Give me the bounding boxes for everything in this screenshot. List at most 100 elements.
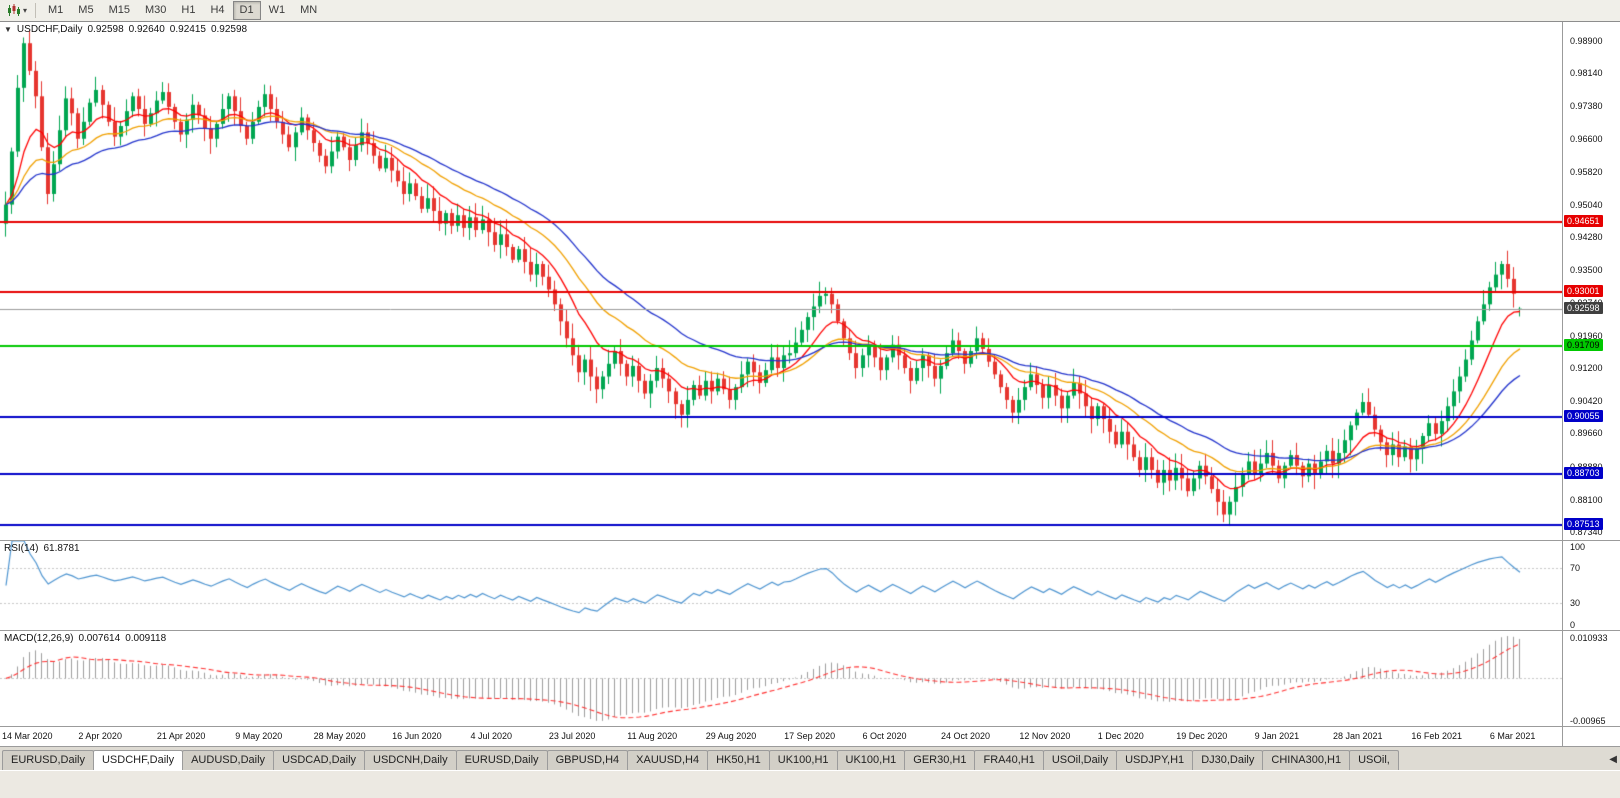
main-price-pane: ▼ USDCHF,Daily 0.92598 0.92640 0.92415 0… [0,22,1562,541]
candlestick-canvas[interactable] [0,22,1562,540]
chart-tab-12-fra40-h1[interactable]: FRA40,H1 [974,750,1044,770]
macd-signal-value: 0.009118 [125,633,167,644]
pane-divider[interactable] [1563,540,1620,541]
time-axis-label: 6 Oct 2020 [862,731,907,741]
timeframe-button-h1[interactable]: H1 [181,4,196,16]
price-level-tag: 0.93001 [1564,284,1603,297]
price-tick-label: 0.94280 [1570,232,1603,243]
macd-tick-label: 0.010933 [1570,633,1608,643]
timeframe-button-w1[interactable]: W1 [268,4,286,16]
chart-tab-17-usoil-[interactable]: USOil, [1349,750,1399,770]
chart-tab-3-usdcad-daily[interactable]: USDCAD,Daily [273,750,366,770]
price-tick-label: 0.91200 [1570,363,1603,374]
time-axis-label: 21 Apr 2020 [156,731,206,741]
macd-indicator-pane: MACD(12,26,9) 0.007614 0.009118 [0,631,1562,727]
toolbar-separator [35,3,37,18]
rsi-tick-label: 30 [1570,598,1581,609]
chart-tab-6-gbpusd-h4[interactable]: GBPUSD,H4 [546,750,629,770]
price-tick-label: 0.95820 [1570,166,1603,177]
pane-divider[interactable] [1563,630,1620,631]
symbol-period-label: USDCHF,Daily [16,24,83,35]
rsi-canvas[interactable] [0,541,1562,630]
price-tick-label: 0.90420 [1570,396,1603,407]
chevron-down-icon: ▾ [23,5,28,15]
time-axis-label: 6 Mar 2021 [1489,731,1536,741]
timeframe-button-d1[interactable]: D1 [232,1,261,20]
price-level-tag: 0.94651 [1564,214,1603,227]
time-axis-label: 24 Oct 2020 [940,731,990,741]
price-level-tag: 0.91709 [1564,339,1603,352]
time-axis-label: 28 May 2020 [313,731,366,741]
timeframe-button-m5[interactable]: M5 [78,4,94,16]
price-tick-label: 0.87340 [1570,526,1603,537]
timeframe-button-m15[interactable]: M15 [108,4,130,16]
price-tick-label: 0.88880 [1570,462,1603,472]
price-axis[interactable]: 0.98900 0.98140 0.97380 0.96600 0.95820 0.950… [1562,22,1620,746]
chart-tab-9-uk100-h1[interactable]: UK100,H1 [768,750,838,770]
timeframe-button-m1[interactable]: M1 [48,4,64,16]
chart-tab-16-china300-h1[interactable]: CHINA300,H1 [1262,750,1351,770]
timeframe-button-m30[interactable]: M30 [144,4,167,16]
time-axis-label: 19 Dec 2020 [1176,731,1228,741]
current-price-tag: 0.92598 [1564,301,1603,314]
chart-tab-8-hk50-h1[interactable]: HK50,H1 [707,750,770,770]
timeframe-button-mn[interactable]: MN [300,4,318,16]
macd-indicator-label: MACD(12,26,9) 0.007614 0.009118 [4,633,166,644]
macd-name: MACD(12,26,9) [4,633,74,644]
chart-tab-14-usdjpy-h1[interactable]: USDJPY,H1 [1116,750,1194,770]
rsi-indicator-pane: RSI(14) 61.8781 [0,541,1562,631]
chart-ohlc-readout: ▼ USDCHF,Daily 0.92598 0.92640 0.92415 0… [4,24,247,35]
time-axis[interactable]: 14 Mar 2020 2 Apr 2020 21 Apr 2020 9 May 20… [0,727,1562,746]
rsi-value: 61.8781 [43,543,80,554]
time-axis-label: 11 Aug 2020 [627,731,678,741]
chart-tab-13-usoil-daily[interactable]: USOil,Daily [1042,750,1118,770]
time-axis-label: 28 Jan 2021 [1333,731,1383,741]
time-axis-label: 14 Mar 2020 [2,731,53,741]
price-tick-label: 0.91960 [1570,330,1603,341]
price-tick-label: 0.88100 [1570,494,1603,505]
pane-divider[interactable] [1563,726,1620,727]
time-axis-label: 9 Jan 2021 [1254,731,1300,741]
high-value: 0.92640 [128,24,165,35]
macd-canvas[interactable] [0,631,1562,726]
macd-tick-label: -0.00965 [1570,716,1606,726]
candlestick-chart-icon [8,4,20,16]
price-tick-label: 0.98900 [1570,36,1603,47]
top-toolbar: ▾ M1 M5 M15 M30 H1 H4 D1 W1 MN [0,0,1620,22]
chart-tab-15-dj30-daily[interactable]: DJ30,Daily [1192,750,1264,770]
chart-tab-10-uk100-h1[interactable]: UK100,H1 [836,750,906,770]
chart-type-button[interactable]: ▾ [4,3,30,18]
price-tick-label: 0.97380 [1570,100,1603,111]
chart-tab-0-eurusd-daily[interactable]: EURUSD,Daily [2,750,94,770]
time-axis-label: 9 May 2020 [235,731,283,741]
status-bar [0,770,1620,798]
chart-window: ▼ USDCHF,Daily 0.92598 0.92640 0.92415 0… [0,22,1620,746]
price-level-tag: 0.90055 [1564,409,1603,422]
time-axis-label: 4 Jul 2020 [470,731,513,741]
plot-column: ▼ USDCHF,Daily 0.92598 0.92640 0.92415 0… [0,22,1562,746]
chart-tab-11-ger30-h1[interactable]: GER30,H1 [904,750,976,770]
chart-tab-1-usdchf-daily[interactable]: USDCHF,Daily [92,750,184,770]
price-level-tag: 0.87513 [1564,517,1603,530]
time-axis-label: 16 Jun 2020 [392,731,442,741]
chart-tab-5-eurusd-daily[interactable]: EURUSD,Daily [455,750,548,770]
timeframe-button-h4[interactable]: H4 [210,4,225,16]
low-value: 0.92415 [169,24,206,35]
tab-scroll-left-icon[interactable]: ◀ [1609,754,1617,765]
rsi-indicator-label: RSI(14) 61.8781 [4,543,80,554]
time-axis-label: 29 Aug 2020 [705,731,757,741]
timeframe-button-group: M1 M5 M15 M30 H1 H4 D1 W1 MN [41,1,325,20]
price-level-tag: 0.88703 [1564,467,1603,480]
rsi-name: RSI(14) [4,543,39,554]
chart-tab-4-usdcnh-daily[interactable]: USDCNH,Daily [364,750,457,770]
time-axis-label: 16 Feb 2021 [1411,731,1462,741]
time-axis-label: 2 Apr 2020 [78,731,122,741]
time-axis-label: 23 Jul 2020 [548,731,596,741]
time-axis-label: 12 Nov 2020 [1019,731,1071,741]
price-tick-label: 0.95040 [1570,199,1603,210]
rsi-tick-label: 0 [1570,620,1576,630]
collapse-chart-icon[interactable]: ▼ [4,25,12,34]
chart-tab-7-xauusd-h4[interactable]: XAUUSD,H4 [627,750,709,770]
chart-tab-2-audusd-daily[interactable]: AUDUSD,Daily [182,750,275,770]
